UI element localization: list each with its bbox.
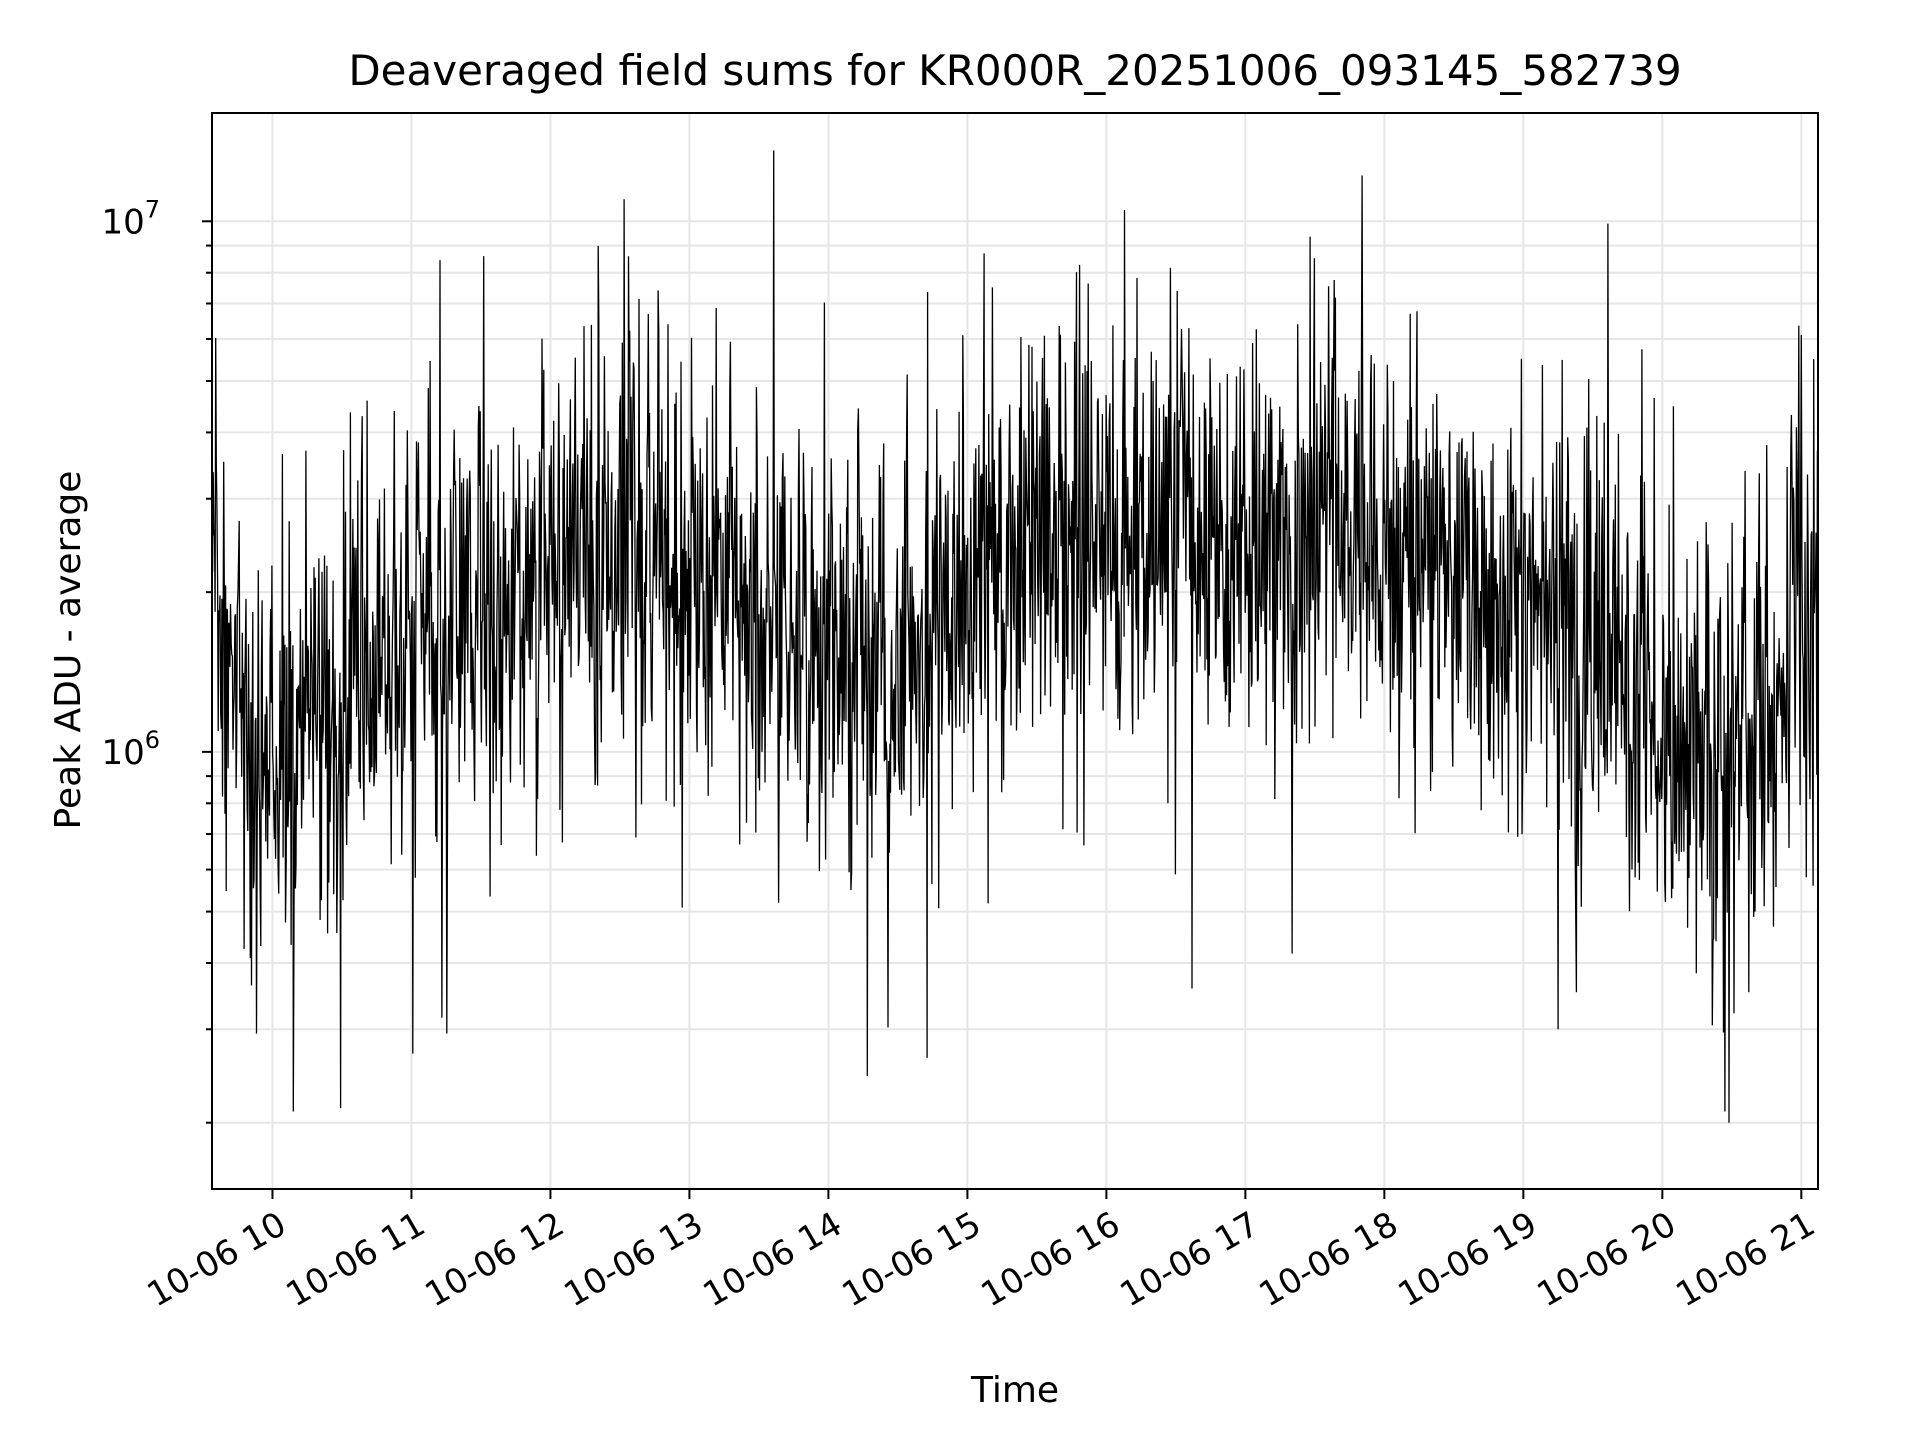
y-axis-ticks: 106 107 — [101, 195, 212, 1124]
x-axis-label: Time — [970, 1370, 1059, 1411]
y-axis-label: Peak ADU - average — [48, 471, 89, 830]
y-tick-label: 106 — [101, 726, 160, 773]
plot-frame — [211, 112, 1819, 1190]
y-tick-label: 107 — [101, 195, 160, 242]
chart-title: Deaveraged field sums for KR000R_2025100… — [348, 46, 1681, 95]
series-line — [211, 150, 1819, 1123]
series-layer — [211, 150, 1819, 1123]
